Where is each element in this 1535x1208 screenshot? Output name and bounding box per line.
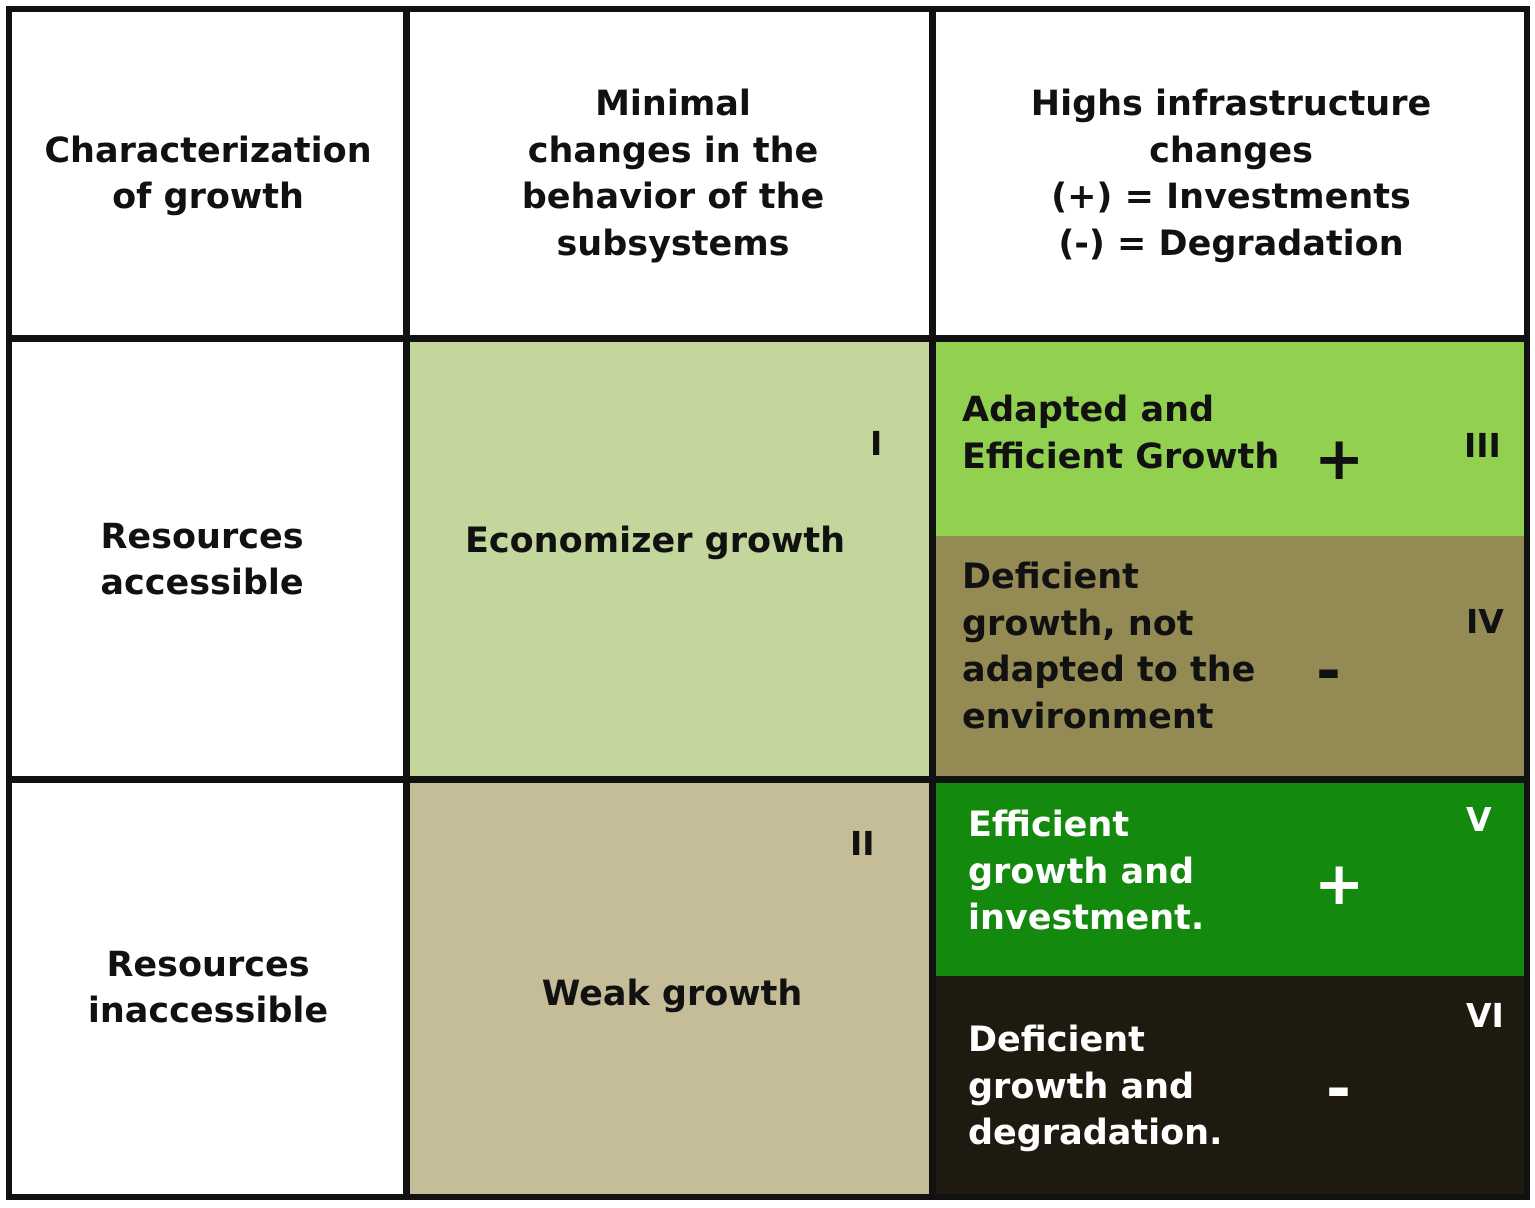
minus-icon: - [1326,1054,1351,1124]
numeral-iii: III [1464,426,1501,465]
header-characterization-text: Characterization of growth [44,130,372,218]
adapted-efficient-growth-text: Adapted and Efficient Growth [962,390,1280,477]
border-bottom [6,1194,1530,1200]
border-left [6,6,12,1200]
cell-economizer-growth: Economizer growth I [410,342,930,778]
cell-deficient-degradation: Deficient growth and degradation. - VI [936,976,1526,1194]
cell-adapted-efficient-growth: Adapted and Efficient Growth + III [936,342,1526,536]
deficient-degradation-text: Deficient growth and degradation. [968,1020,1223,1153]
numeral-v: V [1466,800,1492,839]
divider-rows [6,776,1530,783]
header-minimal-changes: Minimal changes in the behavior of the s… [410,10,930,338]
cell-weak-growth: Weak growth II [410,782,930,1194]
header-minimal-changes-text: Minimal changes in the behavior of the s… [521,84,825,264]
minus-icon: - [1316,636,1341,706]
row-resources-accessible-text: Resources accessible [100,516,304,604]
economizer-growth-text: Economizer growth [464,520,846,561]
border-top [6,6,1530,12]
cell-deficient-not-adapted: Deficient growth, not adapted to the env… [936,536,1526,778]
divider-header [6,335,1530,342]
row-resources-accessible: Resources accessible [10,342,394,778]
cell-efficient-growth-investment: Efficient growth and investment. + V [936,782,1526,976]
weak-growth-text: Weak growth [541,973,803,1014]
numeral-vi: VI [1466,996,1504,1035]
divider-col-1 [403,6,410,1200]
header-characterization: Characterization of growth [10,10,406,338]
header-infrastructure-changes-text: Highs infrastructure changes (+) = Inves… [1030,84,1432,264]
deficient-not-adapted-text: Deficient growth, not adapted to the env… [962,557,1256,737]
plus-icon: + [1314,424,1365,494]
row-resources-inaccessible: Resources inaccessible [10,782,406,1194]
numeral-ii: II [850,824,875,863]
efficient-growth-investment-text: Efficient growth and investment. [968,805,1205,938]
header-infrastructure-changes: Highs infrastructure changes (+) = Inves… [936,10,1526,338]
plus-icon: + [1314,849,1365,919]
numeral-i: I [870,424,883,463]
numeral-iv: IV [1466,602,1504,641]
row-resources-inaccessible-text: Resources inaccessible [87,944,329,1032]
divider-col-2 [929,6,936,1200]
border-right [1524,6,1530,1200]
